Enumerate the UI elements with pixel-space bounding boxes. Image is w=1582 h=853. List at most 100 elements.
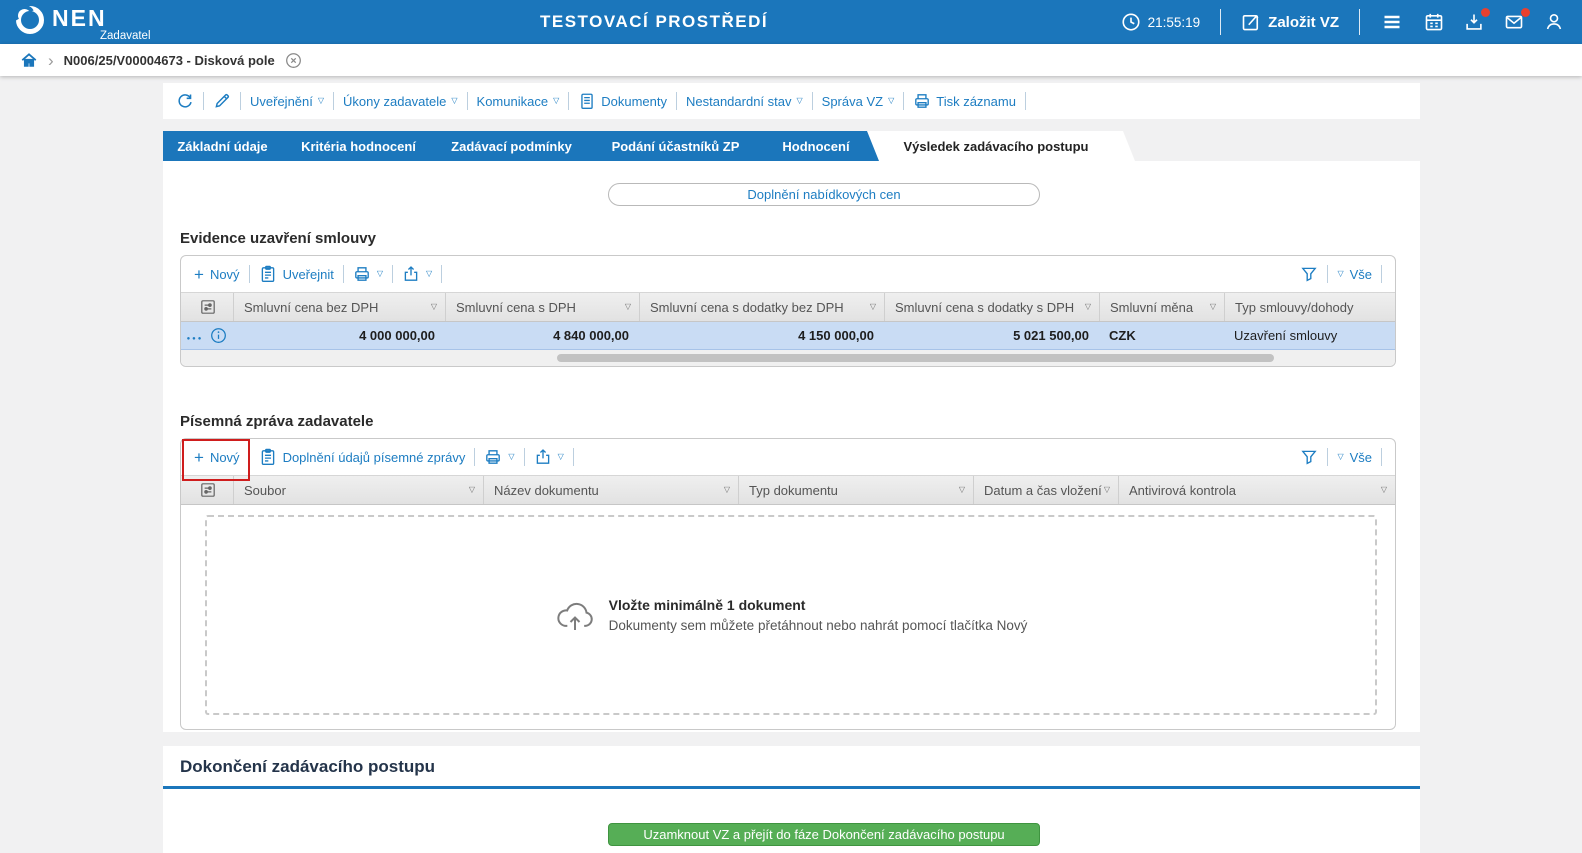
breadcrumb-chevron-icon <box>48 52 54 69</box>
button-label: Nový <box>209 449 240 465</box>
button-label: Doplnění údajů písemné zprávy <box>282 449 466 465</box>
close-record-icon[interactable] <box>285 52 302 69</box>
column-header[interactable]: Smluvní cena bez DPH <box>233 293 445 321</box>
toolbar-separator <box>572 448 574 466</box>
brand-name: NEN <box>52 4 107 31</box>
clipped-text-fragment: dokumentu Smlouva 1 <box>578 161 717 165</box>
print-menu-button[interactable] <box>353 265 383 283</box>
filter-arrow-icon[interactable] <box>1381 486 1387 494</box>
breadcrumb-record[interactable]: N006/25/V00004673 - Disková pole <box>63 52 275 68</box>
toolbar-separator <box>811 92 813 110</box>
header-separator <box>1359 9 1360 35</box>
filter-arrow-icon[interactable] <box>1210 303 1216 311</box>
filter-icon[interactable] <box>1300 448 1318 466</box>
filter-arrow-icon[interactable] <box>625 303 631 311</box>
column-header[interactable]: Smluvní cena s dodatky bez DPH <box>639 293 884 321</box>
clock-time: 21:55:19 <box>1147 14 1201 30</box>
new-vz-label: Založit VZ <box>1268 13 1339 31</box>
column-settings-header[interactable] <box>181 476 233 504</box>
table-row[interactable]: 4 000 000,00 4 840 000,00 4 150 000,00 5… <box>181 322 1395 350</box>
refresh-icon[interactable] <box>176 92 194 110</box>
contract-registry-title: Evidence uzavření smlouvy <box>180 230 376 247</box>
mail-icon[interactable] <box>1504 8 1530 32</box>
cell-contract-type: Uzavření smlouvy <box>1234 328 1338 343</box>
cloud-upload-icon <box>555 595 595 635</box>
row-actions-icon[interactable] <box>187 329 204 343</box>
toolbar-item-nestandardni-stav[interactable]: Nestandardní stav <box>686 94 803 109</box>
downloads-icon[interactable] <box>1464 8 1490 32</box>
new-document-button[interactable]: Nový <box>194 449 240 466</box>
toolbar-item-komunikace[interactable]: Komunikace <box>477 94 560 109</box>
column-header[interactable]: Datum a čas vložení <box>973 476 1118 504</box>
tab-zadavaci-podminky[interactable]: Zadávací podmínky <box>435 131 598 161</box>
tab-label: Základní údaje <box>177 138 268 154</box>
column-header[interactable]: Typ smlouvy/dohody <box>1224 293 1395 321</box>
export-menu-button[interactable] <box>534 448 564 466</box>
toolbar-item-ukony-zadavatele[interactable]: Úkony zadavatele <box>343 94 458 109</box>
toolbar-item-sprava-vz[interactable]: Správa VZ <box>822 94 895 109</box>
column-header[interactable]: Antivirová kontrola <box>1118 476 1395 504</box>
toolbar-item-tisk-zaznamu[interactable]: Tisk záznamu <box>913 92 1016 110</box>
completion-title: Dokončení zadávacího postupu <box>180 757 436 776</box>
calendar-icon[interactable] <box>1424 12 1444 32</box>
written-report-toolbar: Nový Doplnění údajů písemné zprávy <box>181 439 1395 481</box>
clock: 21:55:19 <box>1121 12 1201 32</box>
print-menu-button[interactable] <box>484 448 514 466</box>
printer-icon <box>353 265 371 283</box>
filter-arrow-icon[interactable] <box>469 486 475 494</box>
toolbar-item-label: Uveřejnění <box>250 93 313 109</box>
tab-zakladni-udaje[interactable]: Základní údaje <box>163 131 292 161</box>
clipboard-icon <box>259 265 277 283</box>
edit-pencil-icon[interactable] <box>213 92 231 110</box>
tab-label: Kritéria hodnocení <box>301 138 416 154</box>
tab-podani-ucastniku-zp[interactable]: Podání účastníků ZP <box>586 131 775 161</box>
column-header[interactable]: Název dokumentu <box>483 476 738 504</box>
tab-kriteria-hodnoceni[interactable]: Kritéria hodnocení <box>280 131 447 161</box>
printer-icon <box>484 448 502 466</box>
scrollbar-thumb[interactable] <box>557 354 1274 362</box>
nen-logo-icon <box>16 5 44 34</box>
user-icon[interactable] <box>1544 12 1564 32</box>
menu-icon[interactable] <box>1380 12 1404 32</box>
home-icon[interactable] <box>20 51 38 69</box>
filter-arrow-icon[interactable] <box>870 303 876 311</box>
column-header[interactable]: Smluvní měna <box>1099 293 1224 321</box>
supplement-prices-button[interactable]: Doplnění nabídkových cen <box>608 183 1040 206</box>
tab-vysledek-zadavaciho-postupu[interactable]: Výsledek zadávacího postupu <box>867 131 1135 161</box>
supplement-report-button[interactable]: Doplnění údajů písemné zprávy <box>259 448 466 466</box>
filter-arrow-icon[interactable] <box>959 486 965 494</box>
export-menu-button[interactable] <box>402 265 432 283</box>
toolbar-item-dokumenty[interactable]: Dokumenty <box>578 92 667 110</box>
dropzone-title: Vložte minimálně 1 dokument <box>608 597 806 613</box>
nen-logo[interactable]: NEN Zadavatel <box>16 2 151 43</box>
view-all-button[interactable]: Vše <box>1337 267 1372 282</box>
column-header[interactable]: Typ dokumentu <box>738 476 973 504</box>
header-separator <box>1220 9 1222 35</box>
contract-registry-toolbar: Nový Uveřejnit <box>181 256 1395 292</box>
info-icon[interactable] <box>210 327 227 344</box>
column-settings-icon <box>199 481 217 499</box>
completion-divider <box>163 786 1420 789</box>
toolbar-separator <box>392 265 394 283</box>
column-header[interactable]: Smluvní cena s DPH <box>445 293 639 321</box>
lock-vz-button[interactable]: Uzamknout VZ a přejít do fáze Dokončení … <box>608 823 1040 846</box>
edit-square-icon <box>1241 12 1261 32</box>
new-contract-button[interactable]: Nový <box>194 266 240 283</box>
tab-label: Hodnocení <box>782 138 850 154</box>
tab-hodnoceni[interactable]: Hodnocení <box>763 131 879 161</box>
column-settings-header[interactable] <box>181 293 233 321</box>
toolbar-separator <box>333 92 335 110</box>
document-dropzone[interactable]: Vložte minimálně 1 dokument Dokumenty se… <box>205 515 1377 715</box>
new-vz-button[interactable]: Založit VZ <box>1241 12 1339 32</box>
column-header[interactable]: Smluvní cena s dodatky s DPH <box>884 293 1099 321</box>
filter-icon[interactable] <box>1300 265 1318 283</box>
view-all-button[interactable]: Vše <box>1337 450 1372 465</box>
column-header[interactable]: Soubor <box>233 476 483 504</box>
toolbar-item-uverejneni[interactable]: Uveřejnění <box>250 94 324 109</box>
filter-arrow-icon[interactable] <box>431 303 437 311</box>
filter-arrow-icon[interactable] <box>724 486 730 494</box>
filter-arrow-icon[interactable] <box>1104 486 1110 494</box>
cell-price-vat: 4 840 000,00 <box>553 328 629 343</box>
filter-arrow-icon[interactable] <box>1085 303 1091 311</box>
publish-button[interactable]: Uveřejnit <box>259 265 334 283</box>
